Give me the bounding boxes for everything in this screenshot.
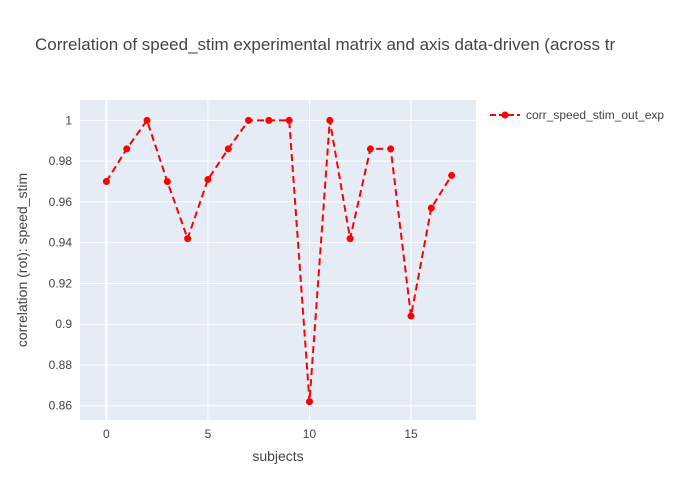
series-layer (102, 116, 456, 406)
legend[interactable]: corr_speed_stim_out_exp (490, 108, 664, 122)
y-tick-label: 0.86 (49, 399, 73, 413)
data-point[interactable] (163, 178, 171, 186)
x-tick-label: 0 (103, 427, 110, 441)
data-point[interactable] (346, 235, 354, 243)
y-tick-label: 0.96 (49, 195, 73, 209)
data-point[interactable] (305, 398, 313, 406)
plot-background (80, 100, 476, 420)
x-tick-label: 5 (205, 427, 212, 441)
data-point[interactable] (204, 175, 212, 183)
y-axis-title: correlation (rot): speed_stim (14, 173, 30, 347)
data-point[interactable] (245, 116, 253, 124)
y-tick-label: 0.92 (49, 276, 73, 290)
data-point[interactable] (184, 235, 192, 243)
y-tick-label: 0.94 (49, 236, 73, 250)
y-tick-label: 1 (65, 113, 72, 127)
y-tick-label: 0.9 (55, 317, 72, 331)
data-point[interactable] (407, 312, 415, 320)
data-point[interactable] (285, 116, 293, 124)
data-point[interactable] (102, 178, 110, 186)
series-line (105, 119, 453, 403)
data-point[interactable] (427, 204, 435, 212)
grid-lines (80, 100, 476, 420)
data-point[interactable] (366, 145, 374, 153)
data-point[interactable] (387, 145, 395, 153)
legend-entry-label: corr_speed_stim_out_exp (526, 108, 664, 122)
x-axis-title: subjects (252, 448, 303, 464)
data-point[interactable] (448, 171, 456, 179)
chart-title: Correlation of speed_stim experimental m… (35, 35, 615, 54)
x-tick-label: 15 (404, 427, 418, 441)
data-point[interactable] (123, 145, 131, 153)
legend-marker-swatch (501, 111, 509, 119)
y-tick-label: 0.88 (49, 358, 73, 372)
y-tick-label: 0.98 (49, 154, 73, 168)
data-point[interactable] (143, 116, 151, 124)
data-point[interactable] (224, 145, 232, 153)
data-point[interactable] (265, 116, 273, 124)
x-tick-label: 10 (303, 427, 317, 441)
data-point[interactable] (326, 116, 334, 124)
